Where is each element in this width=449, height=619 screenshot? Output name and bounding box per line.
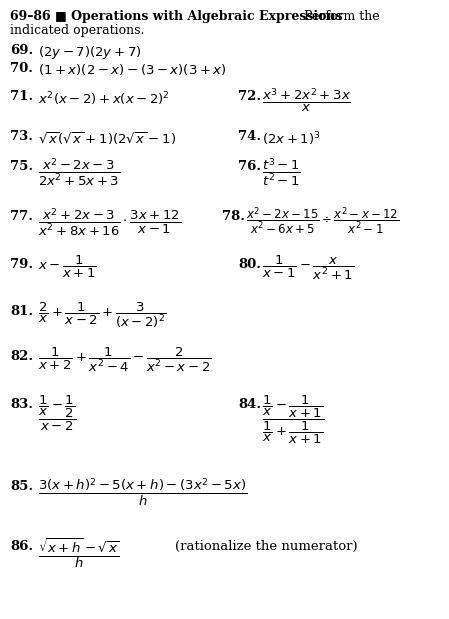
Text: 85.: 85. (10, 480, 33, 493)
Text: 70.: 70. (10, 62, 33, 75)
Text: $(1 + x)(2 - x) - (3 - x)(3 + x)$: $(1 + x)(2 - x) - (3 - x)(3 + x)$ (38, 62, 227, 77)
Text: 74.: 74. (238, 130, 261, 143)
Text: $\dfrac{3(x + h)^2 - 5(x + h) - (3x^2 - 5x)}{h}$: $\dfrac{3(x + h)^2 - 5(x + h) - (3x^2 - … (38, 476, 247, 508)
Text: indicated operations.: indicated operations. (10, 24, 145, 37)
Text: $\dfrac{\sqrt{x + h} - \sqrt{x}}{h}$: $\dfrac{\sqrt{x + h} - \sqrt{x}}{h}$ (38, 536, 119, 570)
Text: $\dfrac{x^3 + 2x^2 + 3x}{x}$: $\dfrac{x^3 + 2x^2 + 3x}{x}$ (262, 86, 351, 114)
Text: 76.: 76. (238, 160, 261, 173)
Text: 82.: 82. (10, 350, 33, 363)
Text: 69.: 69. (10, 44, 33, 57)
Text: 75.: 75. (10, 160, 33, 173)
Text: 71.: 71. (10, 90, 33, 103)
Text: $\dfrac{x^2 + 2x - 3}{x^2 + 8x + 16} \cdot \dfrac{3x + 12}{x - 1}$: $\dfrac{x^2 + 2x - 3}{x^2 + 8x + 16} \cd… (38, 206, 181, 238)
Text: $(2x + 1)^3$: $(2x + 1)^3$ (262, 130, 321, 147)
Text: $\dfrac{x^2 - 2x - 3}{2x^2 + 5x + 3}$: $\dfrac{x^2 - 2x - 3}{2x^2 + 5x + 3}$ (38, 156, 120, 188)
Text: 80.: 80. (238, 258, 261, 271)
Text: 81.: 81. (10, 305, 33, 318)
Text: 86.: 86. (10, 540, 33, 553)
Text: $\dfrac{\dfrac{1}{x} - \dfrac{1}{2}}{x - 2}$: $\dfrac{\dfrac{1}{x} - \dfrac{1}{2}}{x -… (38, 394, 77, 433)
Text: $\dfrac{1}{x - 1} - \dfrac{x}{x^2 + 1}$: $\dfrac{1}{x - 1} - \dfrac{x}{x^2 + 1}$ (262, 254, 354, 282)
Text: 84.: 84. (238, 398, 261, 411)
Text: 72.: 72. (238, 90, 261, 103)
Text: $x - \dfrac{1}{x + 1}$: $x - \dfrac{1}{x + 1}$ (38, 254, 97, 280)
Text: Perform the: Perform the (296, 10, 379, 23)
Text: 73.: 73. (10, 130, 33, 143)
Text: $\sqrt{x}(\sqrt{x} + 1)(2\sqrt{x} - 1)$: $\sqrt{x}(\sqrt{x} + 1)(2\sqrt{x} - 1)$ (38, 130, 176, 147)
Text: $\dfrac{x^2 - 2x - 15}{x^2 - 6x + 5} \div \dfrac{x^2 - x - 12}{x^2 - 1}$: $\dfrac{x^2 - 2x - 15}{x^2 - 6x + 5} \di… (246, 206, 400, 238)
Text: $(2y - 7)(2y + 7)$: $(2y - 7)(2y + 7)$ (38, 44, 141, 61)
Text: 69–86 ■ Operations with Algebraic Expressions: 69–86 ■ Operations with Algebraic Expres… (10, 10, 343, 23)
Text: $\dfrac{\dfrac{1}{x} - \dfrac{1}{x+1}}{\dfrac{1}{x} + \dfrac{1}{x+1}}$: $\dfrac{\dfrac{1}{x} - \dfrac{1}{x+1}}{\… (262, 394, 325, 446)
Text: $\dfrac{2}{x} + \dfrac{1}{x - 2} + \dfrac{3}{(x - 2)^2}$: $\dfrac{2}{x} + \dfrac{1}{x - 2} + \dfra… (38, 301, 167, 331)
Text: (rationalize the numerator): (rationalize the numerator) (175, 540, 357, 553)
Text: 79.: 79. (10, 258, 33, 271)
Text: $\dfrac{t^3 - 1}{t^2 - 1}$: $\dfrac{t^3 - 1}{t^2 - 1}$ (262, 156, 301, 188)
Text: $x^2(x - 2) + x(x - 2)^2$: $x^2(x - 2) + x(x - 2)^2$ (38, 90, 170, 108)
Text: 78.: 78. (222, 210, 245, 223)
Text: $\dfrac{1}{x + 2} + \dfrac{1}{x^2 - 4} - \dfrac{2}{x^2 - x - 2}$: $\dfrac{1}{x + 2} + \dfrac{1}{x^2 - 4} -… (38, 346, 211, 374)
Text: 77.: 77. (10, 210, 33, 223)
Text: 83.: 83. (10, 398, 33, 411)
